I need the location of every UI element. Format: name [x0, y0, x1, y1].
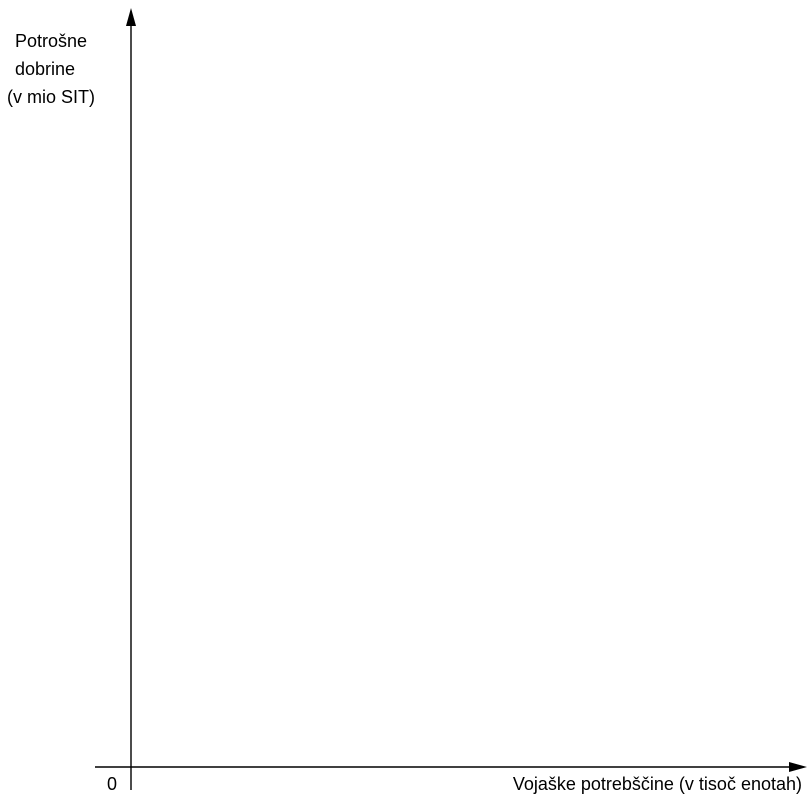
x-axis-label: Vojaške potrebščine (v tisoč enotah) [513, 774, 802, 794]
y-axis-label-line-3: (v mio SIT) [7, 87, 95, 107]
y-axis-label-line-1: Potrošne [15, 31, 87, 51]
y-axis-label-line-2: dobrine [15, 59, 75, 79]
y-axis-arrow-icon [126, 8, 136, 26]
origin-label: 0 [107, 774, 117, 794]
x-axis-arrow-icon [789, 762, 807, 772]
